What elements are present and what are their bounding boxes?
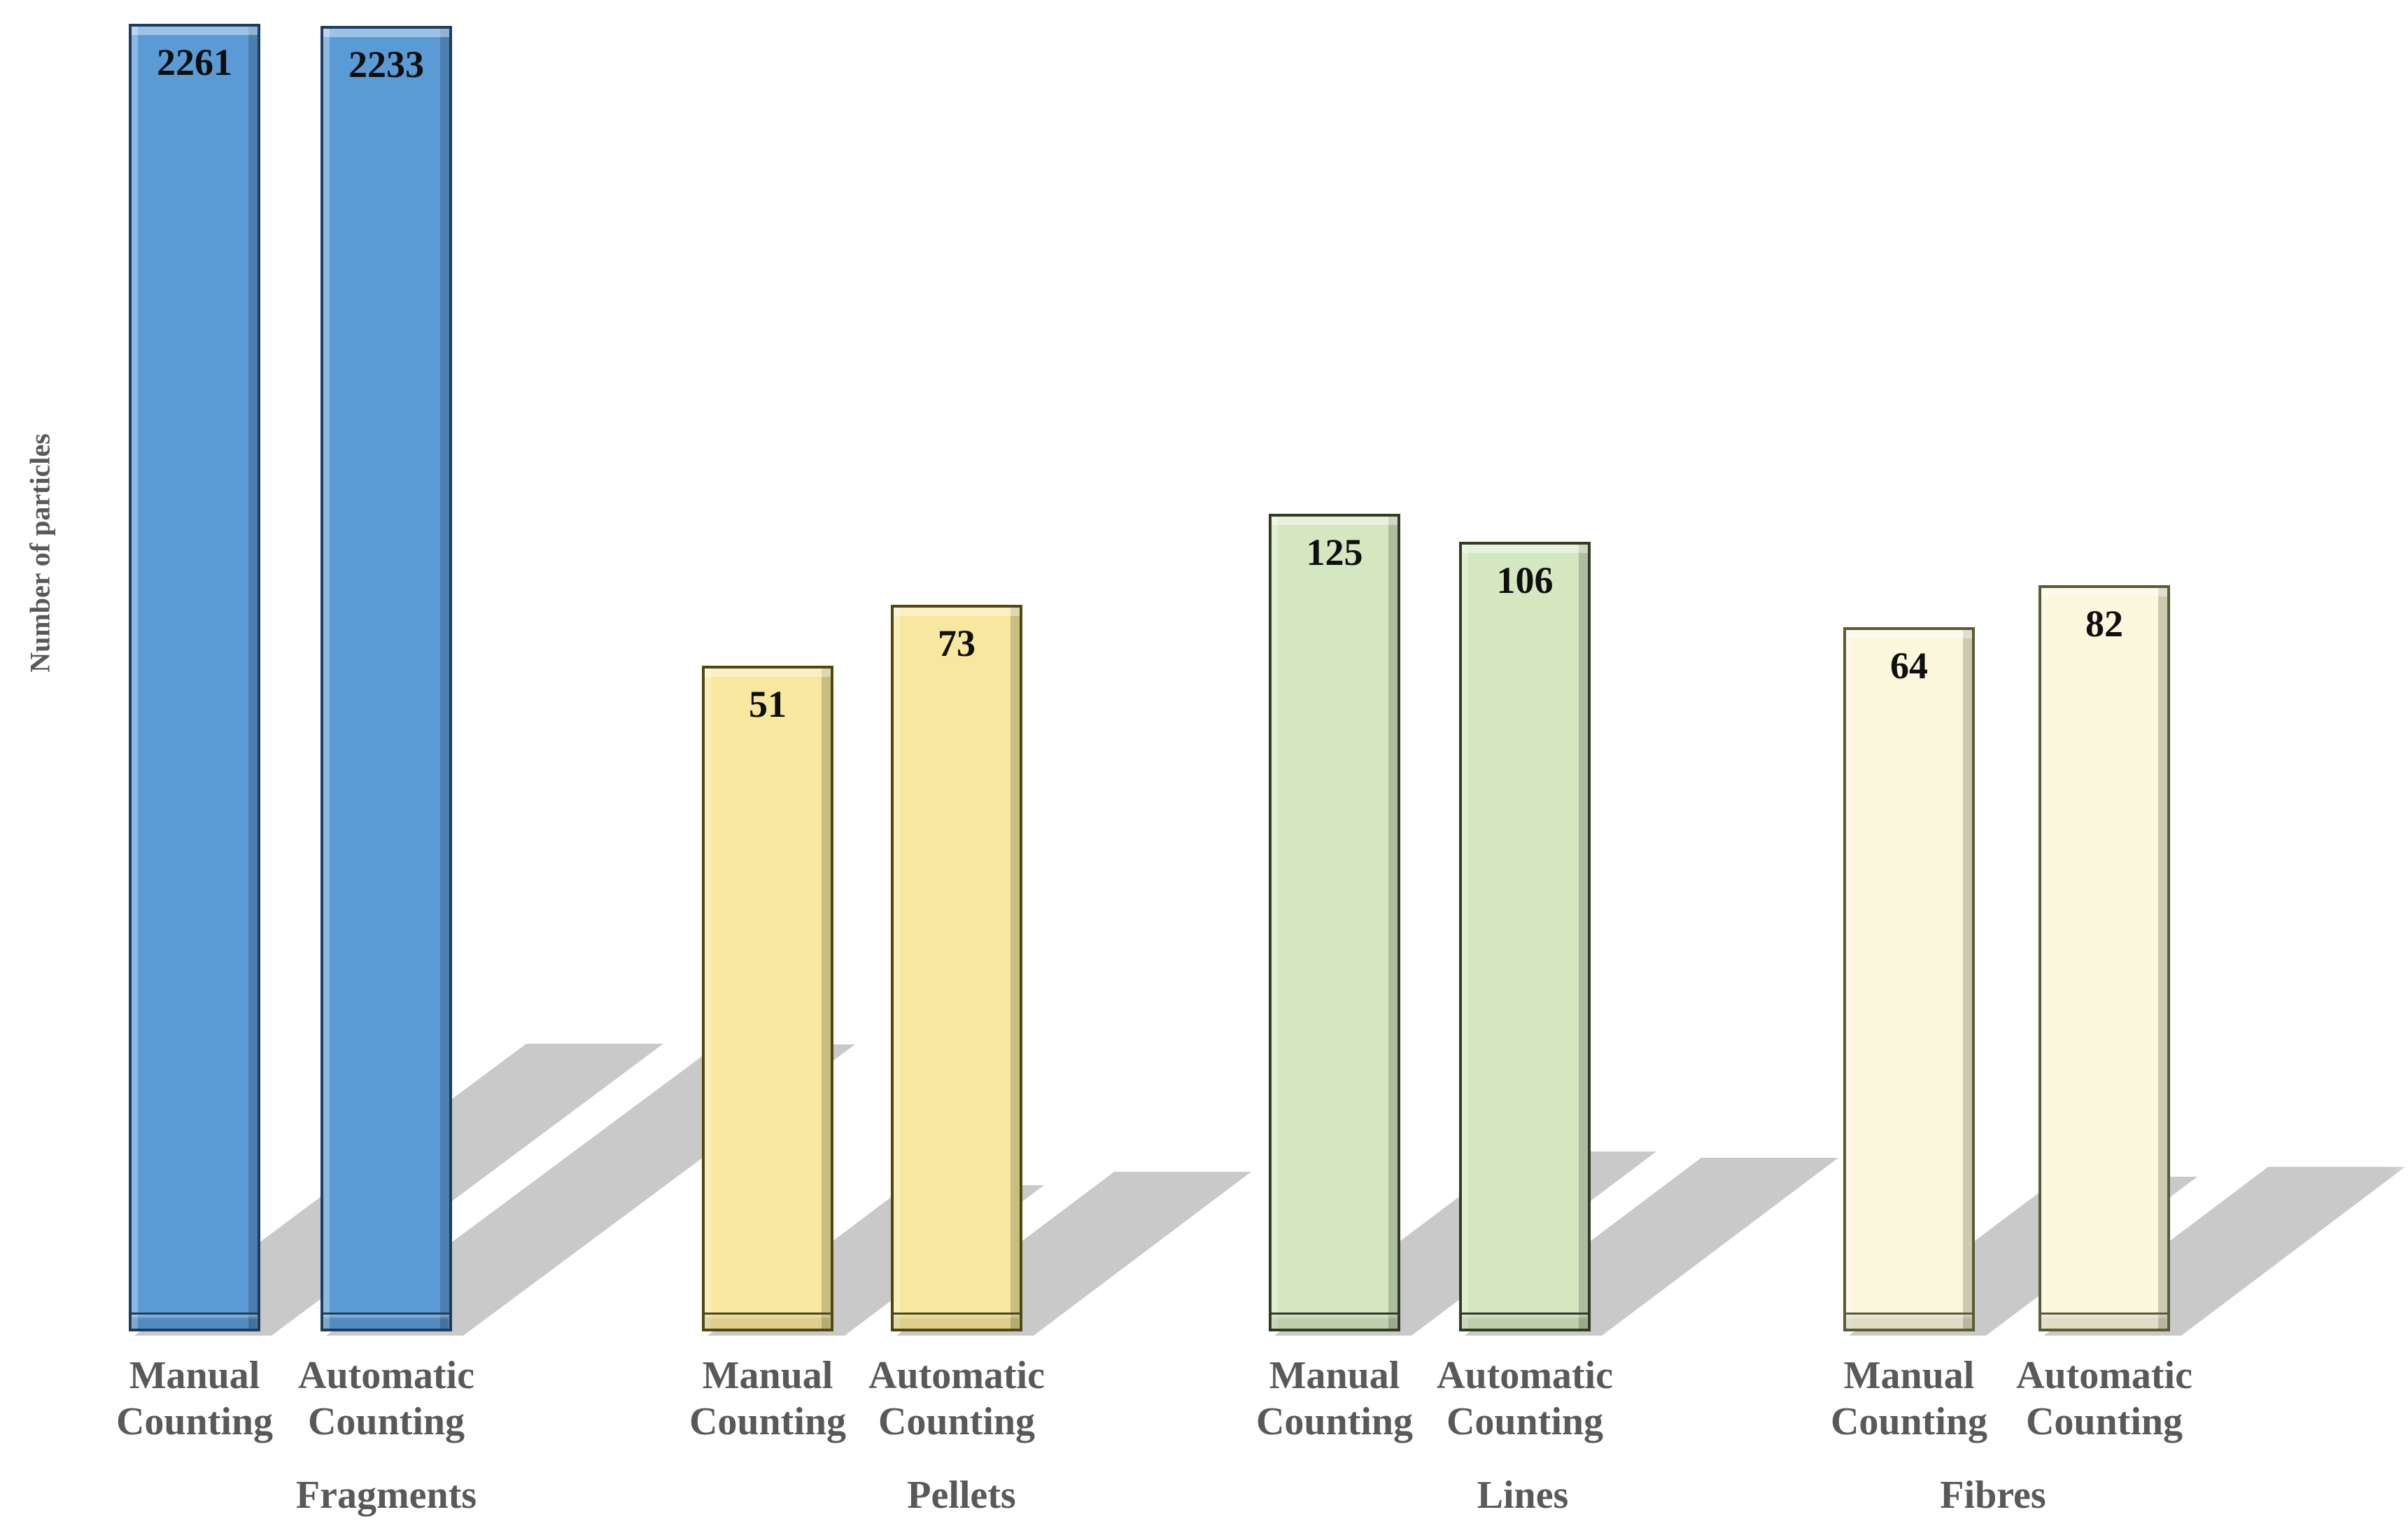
category-label: Pellets (907, 1474, 1016, 1517)
bar-value-label: 106 (1496, 559, 1554, 601)
bar-value-label: 2261 (157, 41, 232, 83)
y-axis-label: Number of particles (24, 433, 56, 673)
bar-bottom-bevel (1846, 1312, 1972, 1329)
x-tick-label: Manual Counting (689, 1354, 847, 1443)
x-tick-label: Manual Counting (1255, 1354, 1414, 1443)
category-label: Lines (1477, 1474, 1569, 1517)
bar-value-label: 82 (2085, 603, 2123, 645)
bar-value-label: 2233 (348, 43, 424, 85)
x-tick-label: Automatic Counting (2016, 1354, 2192, 1443)
bar-value-label: 73 (938, 622, 976, 664)
x-tick-label: Manual Counting (1830, 1354, 1988, 1443)
bar (2039, 585, 2170, 1331)
bar-value-label: 125 (1306, 531, 1363, 573)
bar-value-label: 51 (749, 683, 787, 725)
bar (891, 605, 1022, 1331)
bar (321, 26, 452, 1331)
bar-bottom-bevel (1272, 1312, 1397, 1329)
x-tick-label: Automatic Counting (868, 1354, 1045, 1443)
bar (1843, 627, 1975, 1331)
x-tick-label: Manual Counting (115, 1354, 274, 1443)
bar (129, 24, 260, 1331)
bar-bottom-bevel (323, 1312, 449, 1329)
bar (1269, 514, 1400, 1331)
bar (1459, 542, 1591, 1331)
bar-bottom-bevel (705, 1312, 831, 1329)
category-label: Fragments (295, 1474, 477, 1517)
bar-bottom-bevel (2041, 1312, 2167, 1329)
bar-value-label: 64 (1890, 645, 1928, 687)
bar-bottom-bevel (1462, 1312, 1588, 1329)
bar (702, 666, 833, 1331)
bar-bottom-bevel (132, 1312, 258, 1329)
category-label: Fibres (1940, 1474, 2046, 1517)
bar-bottom-bevel (894, 1312, 1020, 1329)
x-tick-label: Automatic Counting (1437, 1354, 1613, 1443)
x-tick-label: Automatic Counting (298, 1354, 474, 1443)
